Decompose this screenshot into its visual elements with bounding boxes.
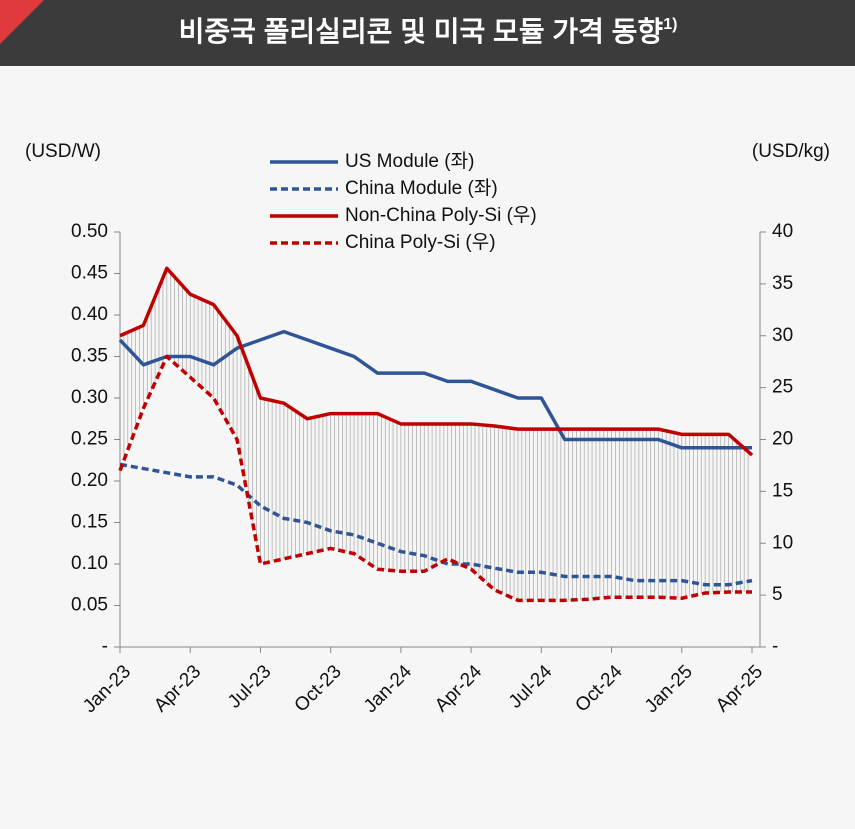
legend-label: China Module (좌): [345, 177, 498, 199]
y2-tick-label: 20: [772, 429, 793, 450]
legend-label: China Poly-Si (우): [345, 232, 496, 253]
y2-tick-label: 10: [772, 532, 793, 553]
y-tick-label: 0.35: [71, 346, 108, 367]
y2-tick-label: 25: [772, 377, 793, 398]
title-text: 비중국 폴리실리콘 및 미국 모듈 가격 동향: [179, 16, 664, 47]
y-tick-label: -: [102, 636, 108, 657]
y-tick-label: 0.45: [71, 263, 108, 284]
series-line: [118, 329, 752, 450]
header: [0, 0, 855, 66]
y2-tick-label: 35: [772, 273, 793, 294]
y-tick-label: 0.25: [71, 429, 108, 450]
y2-tick-label: 40: [772, 221, 793, 242]
y-tick-label: 0.20: [71, 470, 108, 491]
y-tick-label: 0.10: [71, 553, 108, 574]
series-line: [118, 354, 752, 603]
series-line: [119, 462, 753, 587]
header-accent: [0, 0, 44, 44]
y-axis-label: (USD/W): [25, 141, 101, 162]
y2-tick-label: 5: [772, 584, 783, 605]
y-tick-label: 0.30: [71, 387, 108, 408]
y-tick-label: 0.40: [71, 304, 108, 325]
y-tick-label: 0.15: [71, 512, 108, 533]
y-tick-label: 0.05: [71, 595, 108, 616]
y2-axis-label: (USD/kg): [752, 141, 830, 162]
legend-label: US Module (좌): [345, 150, 474, 172]
title-note: 1): [663, 16, 677, 33]
series-line: [119, 266, 754, 457]
y-tick-label: 0.50: [71, 221, 108, 242]
legend-label: Non-China Poly-Si (우): [345, 205, 537, 226]
y2-tick-label: 30: [772, 325, 793, 346]
y2-tick-label: -: [772, 636, 778, 657]
chart-title: 비중국 폴리실리콘 및 미국 모듈 가격 동향1): [179, 16, 678, 47]
y2-tick-label: 15: [772, 480, 793, 501]
